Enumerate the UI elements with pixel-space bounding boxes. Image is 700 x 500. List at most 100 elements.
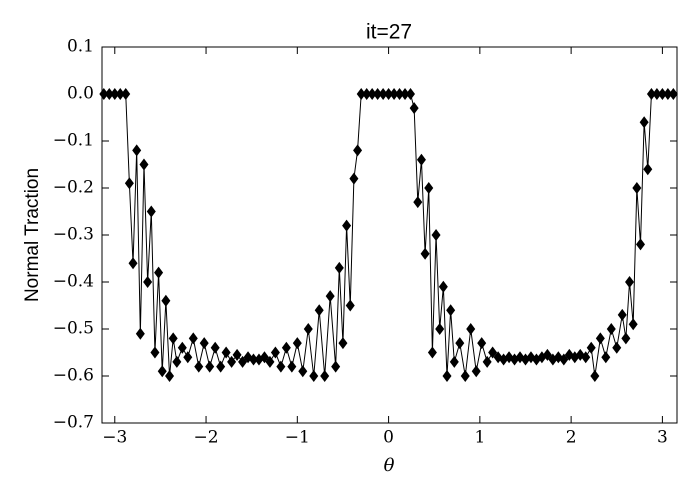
marker [338, 337, 348, 350]
y-tick-label: −0.2 [53, 178, 94, 198]
marker [349, 172, 359, 185]
marker [668, 88, 678, 100]
marker [409, 102, 419, 115]
marker [334, 261, 344, 274]
marker [482, 355, 492, 368]
y-tick-label: −0.4 [53, 272, 94, 292]
marker [221, 346, 231, 359]
marker [431, 229, 441, 241]
x-tick-label: 2 [566, 428, 577, 448]
marker [389, 88, 399, 100]
marker [639, 116, 649, 129]
marker [320, 370, 330, 382]
marker [628, 318, 638, 331]
marker [227, 355, 237, 368]
marker [362, 88, 372, 100]
marker [395, 88, 405, 100]
x-axis-label: θ [384, 455, 395, 476]
marker [161, 294, 171, 307]
y-tick-label: 0.1 [67, 37, 94, 57]
marker [652, 88, 662, 100]
marker [612, 341, 622, 354]
marker [621, 332, 631, 345]
marker [128, 257, 138, 270]
marker [205, 360, 215, 373]
marker [663, 88, 673, 100]
marker [115, 88, 125, 100]
x-tick-label: 1 [474, 428, 485, 448]
marker [356, 88, 366, 100]
marker [427, 346, 437, 359]
marker [595, 332, 605, 345]
marker [259, 351, 269, 364]
marker [606, 323, 616, 335]
marker [314, 304, 324, 317]
marker [154, 266, 164, 279]
marker [581, 351, 591, 364]
marker [331, 360, 341, 373]
y-tick-label: −0.5 [53, 319, 94, 339]
marker [455, 337, 465, 350]
marker [438, 280, 448, 293]
marker [384, 88, 394, 100]
marker [309, 370, 319, 382]
marker [168, 332, 178, 345]
marker [477, 337, 487, 350]
marker [150, 346, 160, 359]
marker [373, 88, 383, 100]
marker [146, 205, 156, 218]
marker [601, 351, 611, 364]
marker [177, 341, 187, 354]
marker [460, 370, 470, 382]
marker [466, 323, 476, 335]
y-tick-label: −0.6 [53, 366, 94, 386]
marker [625, 276, 635, 288]
marker [238, 355, 248, 368]
marker [157, 365, 167, 378]
marker [135, 327, 145, 340]
y-tick-label: −0.1 [53, 131, 94, 151]
y-axis-label: Normal Traction [22, 168, 43, 302]
data-line [103, 93, 674, 377]
x-tick-label: −1 [285, 428, 310, 448]
marker [586, 341, 596, 354]
x-tick-label: 3 [657, 428, 668, 448]
marker [292, 337, 302, 350]
y-tick-label: 0.0 [67, 84, 94, 104]
marker [303, 323, 313, 335]
y-tick-label: −0.7 [53, 413, 94, 433]
marker [276, 360, 286, 373]
y-tick-label: −0.3 [53, 225, 94, 245]
marker [232, 348, 242, 361]
marker [325, 290, 335, 303]
marker [199, 337, 209, 350]
marker [104, 88, 114, 100]
marker [298, 365, 308, 378]
marker [132, 144, 142, 157]
marker [165, 370, 175, 382]
marker [442, 370, 452, 382]
marker [124, 177, 134, 190]
marker [435, 323, 445, 335]
marker [99, 88, 109, 100]
marker [210, 341, 220, 354]
marker [559, 353, 569, 366]
marker [249, 353, 259, 366]
marker [270, 346, 280, 359]
marker [646, 88, 656, 100]
marker [265, 355, 275, 368]
marker [172, 355, 182, 368]
marker [121, 88, 131, 100]
marker [345, 299, 355, 312]
marker [287, 360, 297, 373]
marker [400, 88, 410, 100]
marker [405, 88, 415, 100]
x-tick-label: −2 [194, 428, 219, 448]
marker [446, 304, 456, 317]
marker [183, 351, 193, 364]
marker [378, 88, 388, 100]
marker [188, 332, 198, 345]
marker [367, 88, 377, 100]
marker [471, 365, 481, 378]
